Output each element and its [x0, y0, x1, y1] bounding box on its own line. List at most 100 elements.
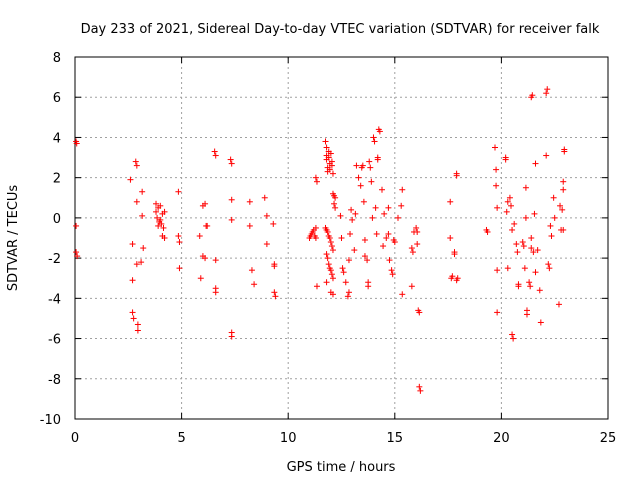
- data-point: [261, 194, 268, 201]
- data-point: [153, 208, 160, 215]
- y-tick-label: -6: [48, 333, 61, 348]
- data-point: [212, 289, 219, 296]
- data-point: [391, 239, 398, 246]
- data-point: [349, 216, 356, 223]
- data-point: [379, 186, 386, 193]
- data-point: [357, 182, 364, 189]
- data-point: [326, 166, 333, 173]
- data-point: [370, 134, 377, 141]
- data-point: [175, 232, 182, 239]
- data-point: [359, 162, 366, 169]
- data-point: [313, 283, 320, 290]
- data-point: [176, 265, 183, 272]
- data-point: [532, 160, 539, 167]
- data-point: [389, 271, 396, 278]
- data-point: [140, 245, 147, 252]
- data-point: [494, 267, 501, 274]
- data-point: [386, 257, 393, 264]
- data-point: [360, 198, 367, 205]
- data-point: [543, 90, 550, 97]
- data-point: [547, 222, 554, 229]
- data-point: [513, 241, 520, 248]
- data-point: [449, 273, 456, 280]
- data-point: [327, 150, 334, 157]
- data-point: [361, 253, 368, 260]
- data-point: [520, 243, 527, 250]
- data-point: [133, 162, 140, 169]
- data-point: [531, 210, 538, 217]
- data-point: [228, 160, 235, 167]
- data-point: [454, 275, 461, 282]
- data-point: [270, 220, 277, 227]
- y-tick-label: 0: [53, 212, 61, 227]
- data-point: [129, 309, 136, 316]
- data-point: [447, 235, 454, 241]
- data-point: [557, 202, 564, 209]
- data-point: [134, 321, 141, 328]
- data-point: [331, 200, 338, 207]
- data-point: [176, 239, 183, 246]
- data-point: [157, 202, 164, 209]
- data-point: [399, 291, 406, 298]
- data-point: [332, 194, 339, 201]
- data-points: [73, 86, 568, 394]
- data-point: [328, 162, 335, 169]
- data-point: [414, 228, 421, 235]
- data-point: [212, 152, 219, 159]
- data-point: [528, 235, 535, 241]
- data-point: [416, 309, 423, 316]
- y-tick-label: 8: [53, 51, 61, 66]
- data-point: [367, 164, 374, 171]
- data-point: [322, 138, 329, 145]
- data-point: [560, 186, 567, 193]
- data-point: [484, 228, 491, 235]
- data-point: [536, 287, 543, 294]
- data-point: [325, 154, 332, 161]
- x-tick-label: 10: [280, 431, 297, 446]
- data-point: [506, 194, 513, 201]
- data-point: [453, 170, 460, 177]
- data-point: [161, 208, 168, 215]
- data-point: [494, 309, 501, 316]
- data-point: [545, 261, 552, 268]
- data-point: [366, 158, 373, 165]
- data-point: [398, 202, 405, 209]
- data-point: [344, 293, 351, 300]
- data-point: [451, 251, 458, 258]
- x-tick-label: 25: [600, 431, 617, 446]
- data-point: [529, 92, 536, 99]
- data-point: [312, 224, 319, 231]
- data-point: [417, 387, 424, 394]
- y-tick-label: -8: [48, 373, 61, 388]
- data-point: [528, 245, 535, 252]
- chart-title: Day 233 of 2021, Sidereal Day-to-day VTE…: [81, 22, 600, 37]
- data-point: [212, 257, 219, 264]
- x-tick-label: 15: [387, 431, 404, 446]
- data-point: [73, 249, 80, 256]
- data-point: [324, 228, 331, 235]
- data-point: [560, 178, 567, 185]
- data-point: [263, 212, 270, 219]
- data-point: [323, 251, 330, 258]
- data-point: [352, 210, 359, 217]
- data-point: [197, 275, 204, 282]
- data-point: [139, 188, 146, 195]
- data-point: [139, 212, 146, 219]
- data-point: [228, 333, 235, 340]
- data-point: [323, 279, 330, 286]
- data-point: [560, 226, 567, 233]
- data-point: [127, 176, 134, 183]
- data-point: [550, 194, 557, 201]
- data-point: [388, 267, 395, 274]
- data-point: [551, 214, 558, 221]
- data-point: [380, 243, 387, 250]
- data-point: [381, 210, 388, 217]
- data-point: [329, 170, 336, 177]
- y-tick-labels: -10 -8 -6 -4 -2 0 2 4 6 8: [40, 51, 61, 428]
- data-point: [351, 247, 358, 254]
- data-point: [345, 289, 352, 296]
- data-point: [196, 232, 203, 239]
- data-point: [504, 198, 511, 205]
- y-tick-label: 6: [53, 91, 61, 106]
- data-point: [347, 230, 354, 237]
